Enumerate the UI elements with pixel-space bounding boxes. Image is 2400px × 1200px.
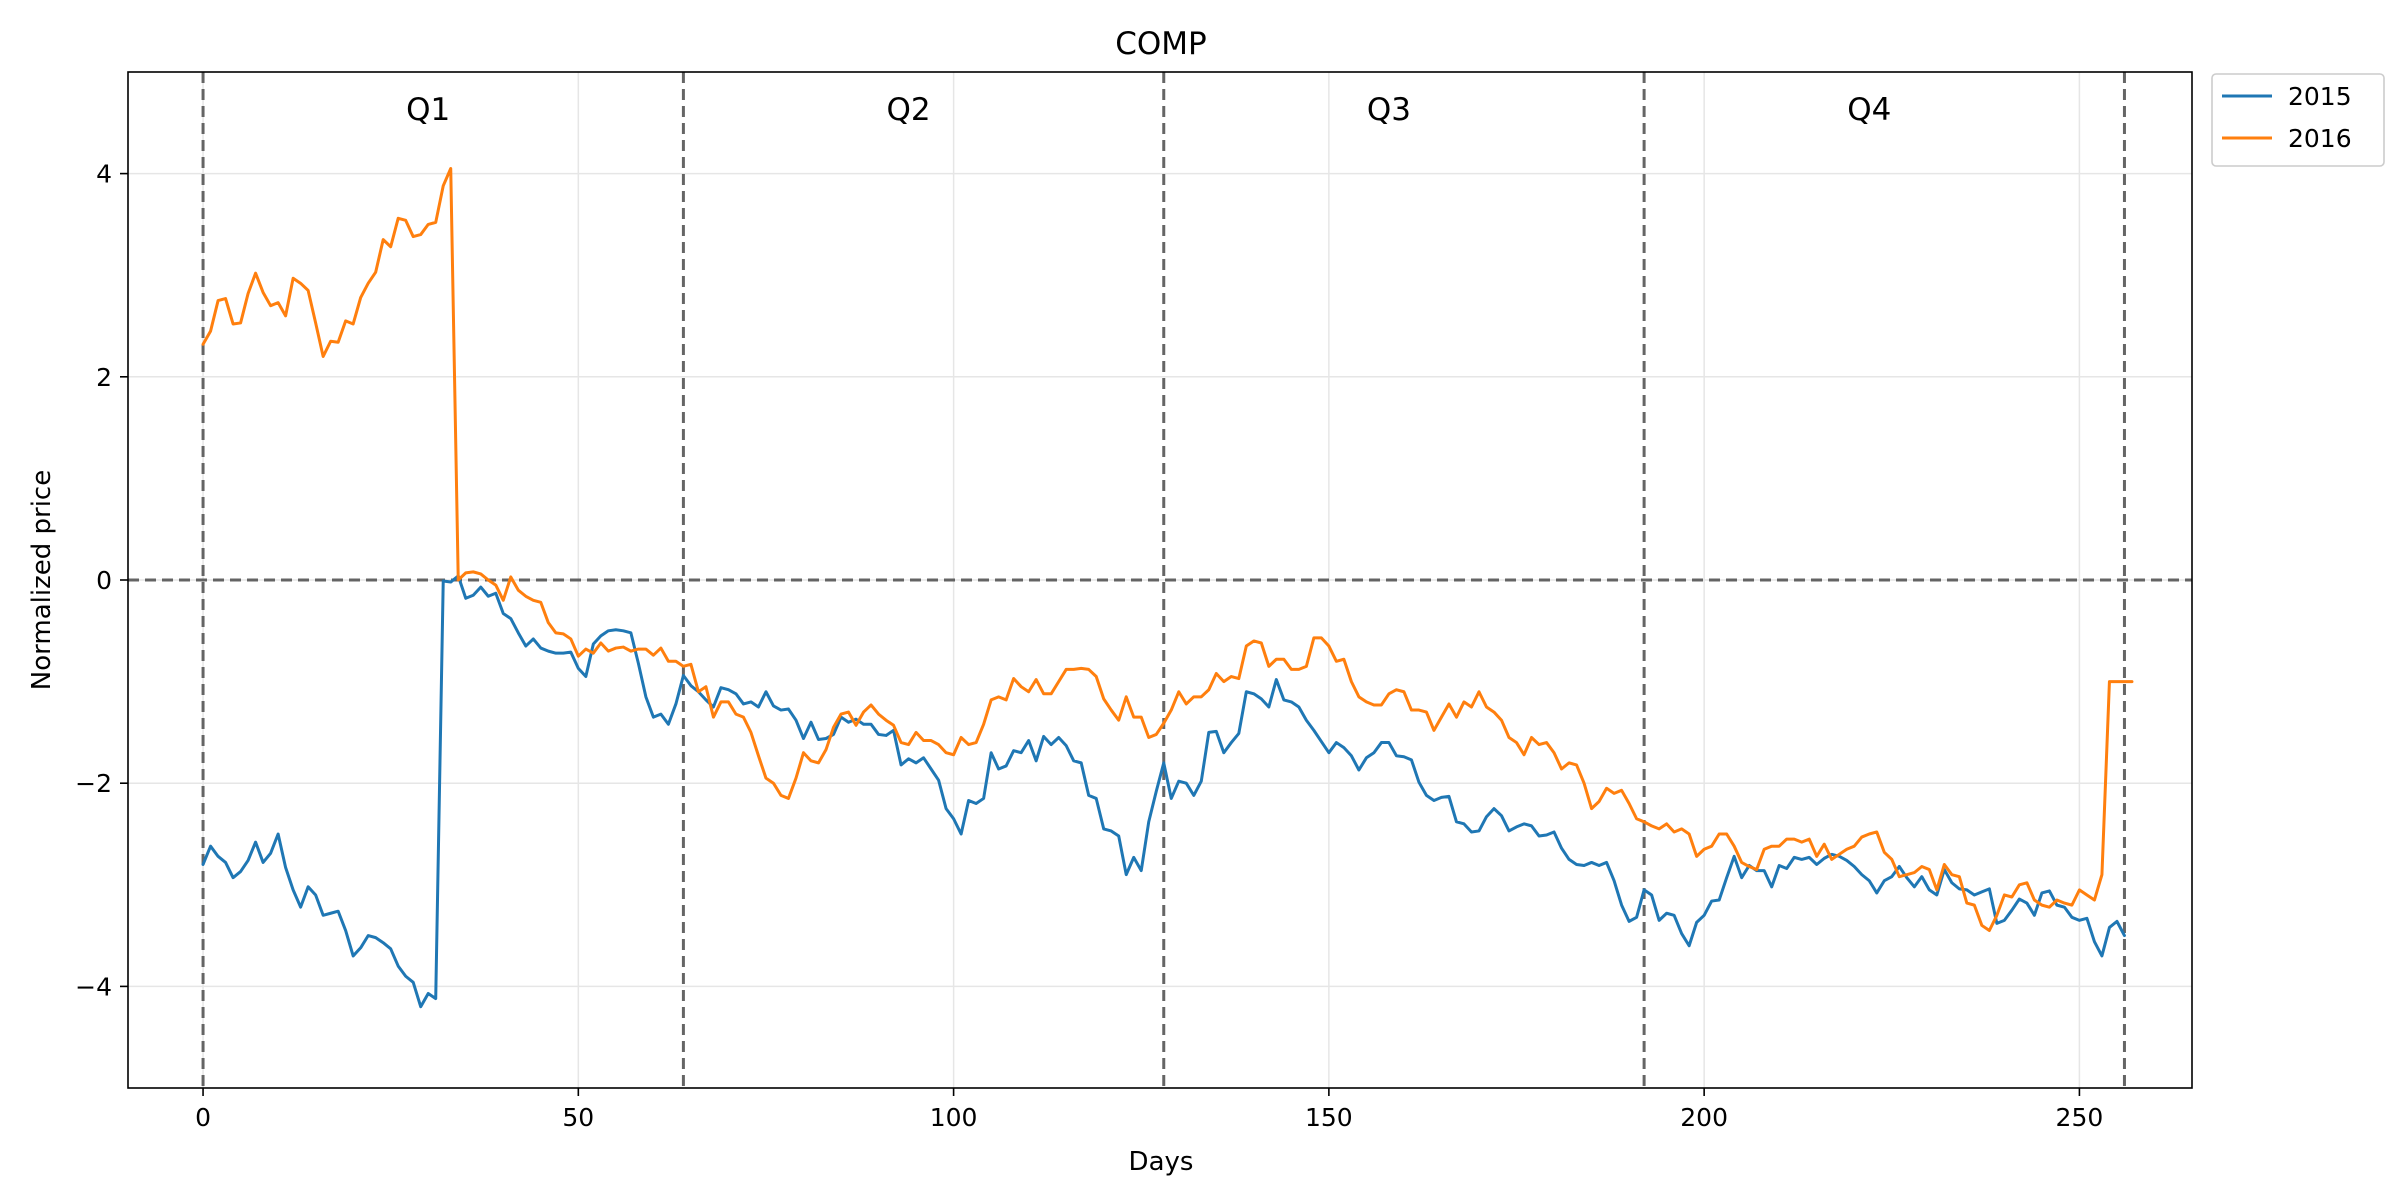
quarter-labels: Q1 Q2 Q3 Q4 — [406, 92, 1891, 128]
legend-label-2016: 2016 — [2288, 124, 2352, 153]
series-line-2016 — [201, 167, 2134, 933]
y-axis-label: Normalized price — [27, 470, 57, 690]
x-tick-label: 250 — [2056, 1103, 2104, 1132]
x-tick-label: 0 — [195, 1103, 211, 1132]
quarter-label-Q4: Q4 — [1847, 92, 1891, 128]
legend-label-2015: 2015 — [2288, 82, 2352, 111]
series-lines — [201, 167, 2134, 1009]
x-tick-label: 200 — [1680, 1103, 1728, 1132]
x-tick-label: 150 — [1305, 1103, 1353, 1132]
y-tick-label: −4 — [75, 972, 112, 1001]
legend: 2015 2016 — [2211, 73, 2385, 167]
y-tick-label: 0 — [96, 566, 112, 595]
x-axis-label: Days — [1129, 1147, 1194, 1177]
quarter-label-Q2: Q2 — [887, 92, 931, 128]
y-tick-label: −2 — [75, 769, 112, 798]
x-axis-ticks: 0 50 100 150 200 250 — [195, 1088, 2103, 1132]
y-tick-label: 2 — [96, 363, 112, 392]
series-line-2015 — [201, 574, 2126, 1009]
y-axis-ticks: −4 −2 0 2 4 — [75, 160, 128, 1001]
x-tick-label: 100 — [930, 1103, 978, 1132]
quarter-label-Q1: Q1 — [406, 92, 450, 128]
y-tick-label: 4 — [96, 160, 112, 189]
reference-lines — [128, 72, 2192, 1088]
x-tick-label: 50 — [562, 1103, 594, 1132]
quarter-label-Q3: Q3 — [1367, 92, 1411, 128]
chart-title: COMP — [1115, 26, 1207, 62]
